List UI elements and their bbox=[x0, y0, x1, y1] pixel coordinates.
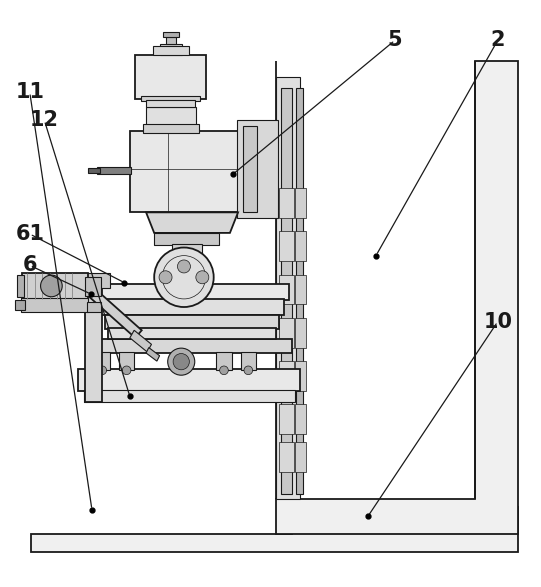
Bar bbox=[216, 352, 232, 370]
Circle shape bbox=[41, 275, 62, 297]
Bar bbox=[153, 46, 189, 55]
Bar bbox=[22, 273, 88, 299]
Circle shape bbox=[196, 271, 209, 284]
Bar bbox=[108, 328, 276, 339]
Text: 12: 12 bbox=[30, 110, 59, 130]
Bar bbox=[296, 88, 303, 494]
Circle shape bbox=[168, 348, 195, 375]
Bar bbox=[295, 404, 306, 434]
Bar bbox=[295, 188, 306, 218]
Text: 2: 2 bbox=[491, 31, 505, 50]
Bar bbox=[146, 107, 196, 126]
Bar bbox=[154, 233, 219, 245]
Bar bbox=[279, 404, 294, 434]
Circle shape bbox=[98, 366, 107, 375]
Circle shape bbox=[173, 353, 189, 370]
Bar bbox=[241, 352, 256, 370]
Bar bbox=[100, 299, 284, 315]
Bar bbox=[105, 315, 279, 329]
Circle shape bbox=[154, 248, 214, 307]
Text: 61: 61 bbox=[15, 224, 44, 244]
Bar bbox=[78, 273, 110, 288]
Bar bbox=[141, 96, 200, 102]
Bar bbox=[279, 318, 294, 348]
Bar bbox=[295, 361, 306, 391]
Bar bbox=[17, 275, 24, 297]
Circle shape bbox=[244, 366, 253, 375]
Bar bbox=[177, 259, 196, 268]
Bar bbox=[279, 275, 294, 304]
Text: 11: 11 bbox=[15, 82, 44, 102]
Polygon shape bbox=[276, 61, 518, 534]
Bar bbox=[15, 300, 25, 310]
Bar bbox=[85, 277, 102, 402]
Circle shape bbox=[122, 366, 131, 375]
Bar bbox=[295, 442, 306, 472]
Text: 5: 5 bbox=[387, 31, 403, 50]
Polygon shape bbox=[31, 507, 518, 552]
Bar bbox=[281, 88, 292, 494]
Bar bbox=[87, 339, 292, 353]
Bar bbox=[166, 37, 176, 43]
Bar bbox=[295, 275, 306, 304]
Bar bbox=[279, 361, 294, 391]
Bar bbox=[279, 231, 294, 261]
Polygon shape bbox=[85, 286, 142, 338]
Polygon shape bbox=[146, 212, 238, 233]
Bar bbox=[172, 244, 202, 260]
Bar bbox=[237, 120, 278, 218]
Bar bbox=[163, 32, 179, 37]
Circle shape bbox=[220, 366, 228, 375]
Polygon shape bbox=[130, 330, 151, 352]
Polygon shape bbox=[87, 302, 101, 312]
Bar bbox=[97, 167, 131, 174]
Bar bbox=[279, 442, 294, 472]
Text: 6: 6 bbox=[23, 255, 37, 275]
Bar bbox=[279, 188, 294, 218]
Bar bbox=[85, 277, 101, 296]
Bar bbox=[143, 124, 199, 133]
Bar bbox=[88, 168, 100, 173]
Bar bbox=[135, 55, 206, 99]
Bar bbox=[295, 318, 306, 348]
Polygon shape bbox=[146, 348, 160, 361]
Bar bbox=[95, 284, 289, 300]
Bar bbox=[150, 124, 192, 131]
Bar bbox=[119, 352, 134, 370]
Bar bbox=[95, 352, 110, 370]
Bar bbox=[146, 100, 195, 107]
Bar bbox=[21, 298, 88, 312]
Circle shape bbox=[159, 271, 172, 284]
Bar bbox=[84, 390, 295, 402]
Bar bbox=[130, 131, 238, 212]
Bar bbox=[78, 369, 300, 391]
Bar bbox=[276, 77, 300, 499]
Bar bbox=[160, 43, 182, 55]
Bar bbox=[295, 231, 306, 261]
Text: 10: 10 bbox=[483, 312, 512, 332]
Circle shape bbox=[177, 260, 190, 273]
Bar bbox=[243, 126, 257, 212]
